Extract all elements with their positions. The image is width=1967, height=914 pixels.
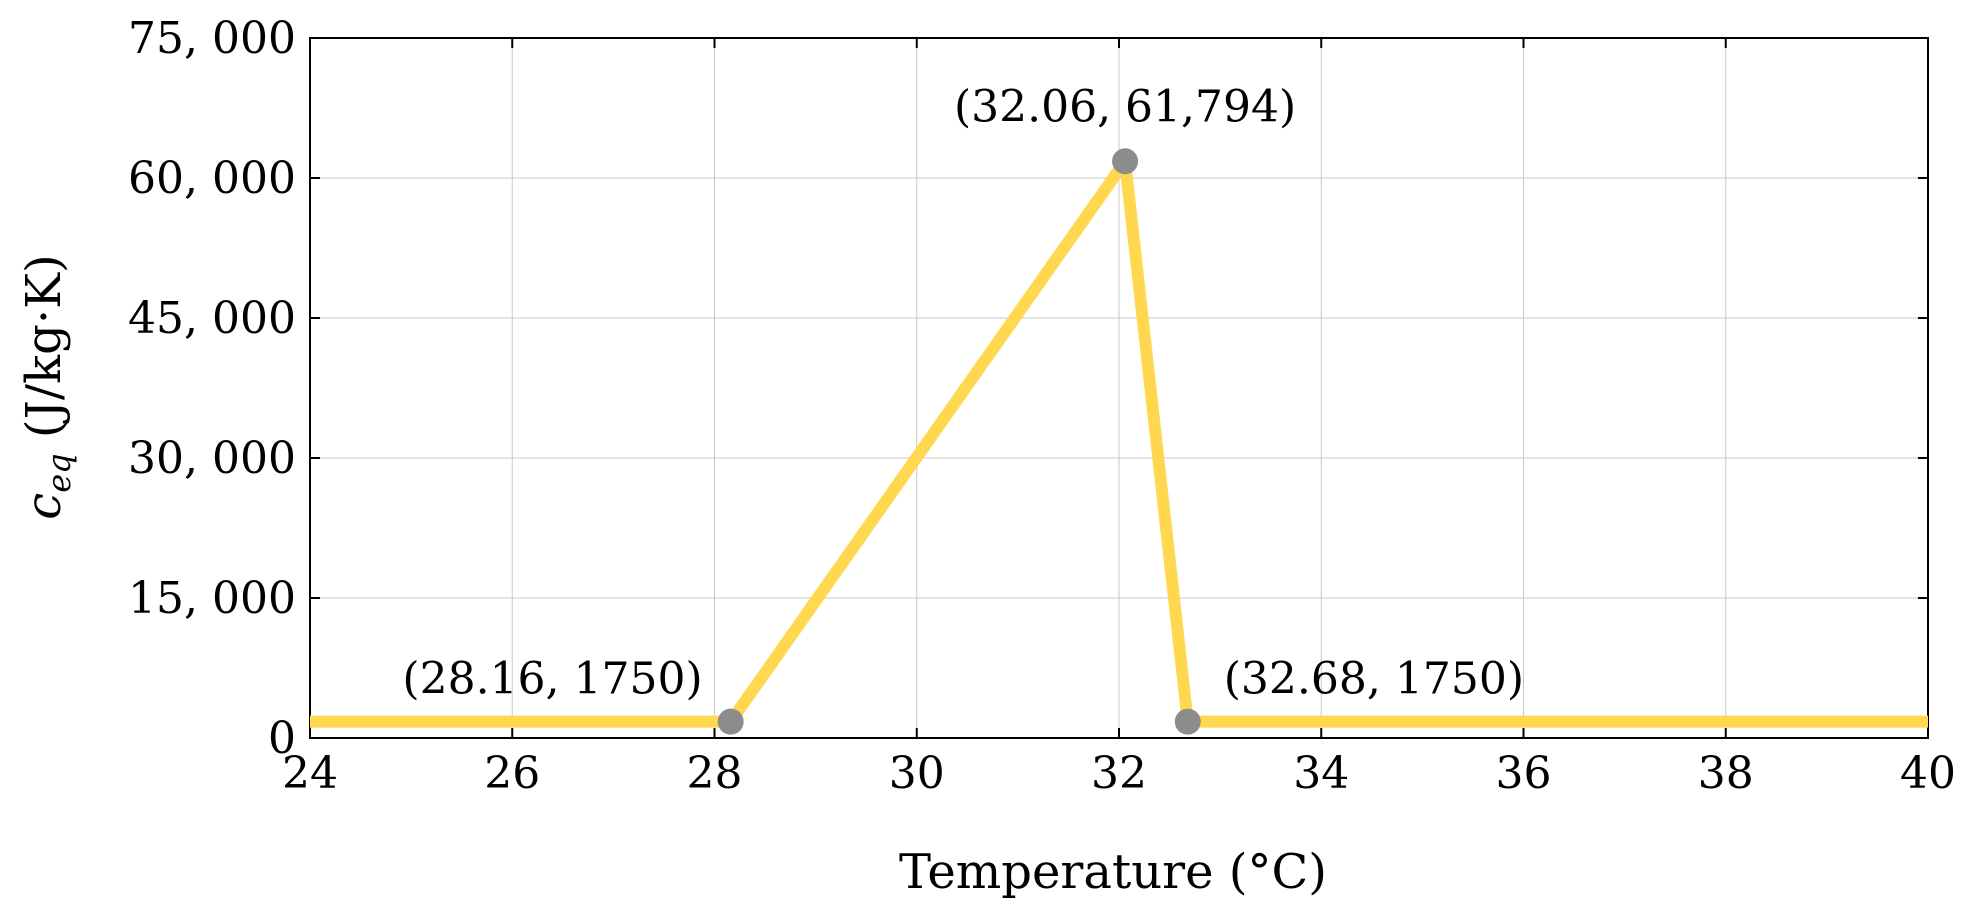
y-tick-label: 15, 000 bbox=[128, 573, 296, 624]
y-tick-label: 0 bbox=[268, 713, 296, 764]
x-axis-title: Temperature (°C) bbox=[899, 844, 1327, 900]
x-tick-label: 28 bbox=[687, 748, 743, 799]
x-tick-label: 30 bbox=[889, 748, 945, 799]
x-tick-label: 38 bbox=[1698, 748, 1754, 799]
x-tick-label: 40 bbox=[1900, 748, 1956, 799]
y-axis-title-unit: (J/kg·K) bbox=[16, 254, 72, 453]
grid-layer bbox=[310, 38, 1928, 738]
y-tick-label: 45, 000 bbox=[128, 293, 296, 344]
data-point-marker bbox=[1174, 708, 1201, 735]
data-point-label: (32.68, 1750) bbox=[1224, 654, 1524, 705]
x-tick-label: 24 bbox=[282, 748, 338, 799]
y-tick-label: 60, 000 bbox=[128, 153, 296, 204]
y-tick-label: 75, 000 bbox=[128, 13, 296, 64]
x-tick-label: 36 bbox=[1496, 748, 1552, 799]
y-axis-title-sub: eq bbox=[40, 453, 78, 492]
data-point-label: (32.06, 61,794) bbox=[954, 81, 1296, 132]
y-axis-title: ceq (J/kg·K) bbox=[16, 254, 78, 519]
data-point-marker bbox=[717, 708, 744, 735]
x-tick-label: 32 bbox=[1091, 748, 1147, 799]
y-tick-label: 30, 000 bbox=[128, 433, 296, 484]
ticks-layer bbox=[309, 37, 1929, 739]
annotation-layer: (28.16, 1750) (32.06, 61,794) (32.68, 1750… bbox=[402, 81, 1524, 704]
x-tick-label: 26 bbox=[484, 748, 540, 799]
tick-label-layer: 24 26 28 30 32 34 36 38 40 0 15, 000 30, 000 45, 000… bbox=[128, 13, 1956, 799]
data-point-label: (28.16, 1750) bbox=[402, 654, 702, 705]
x-tick-label: 34 bbox=[1293, 748, 1349, 799]
data-point-marker bbox=[1112, 148, 1139, 175]
y-axis-title-main: c bbox=[16, 493, 72, 520]
marker-layer bbox=[717, 148, 1201, 735]
